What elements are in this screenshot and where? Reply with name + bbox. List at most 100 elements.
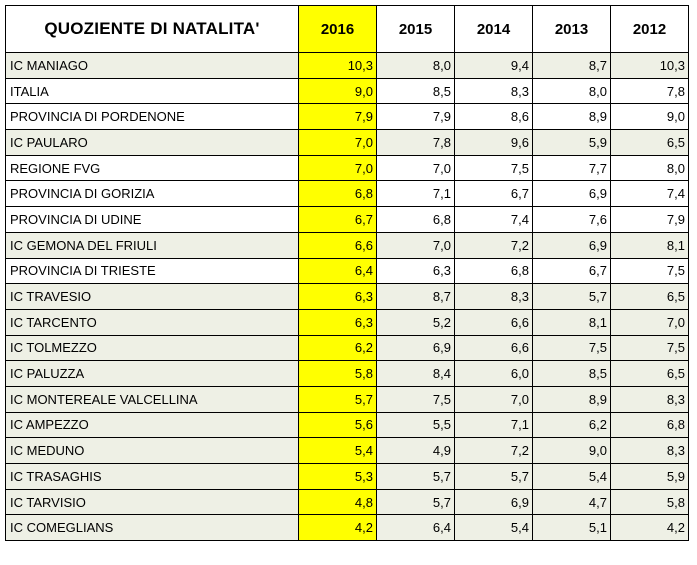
cell-2014: 5,7 bbox=[454, 463, 533, 490]
cell-2014: 7,5 bbox=[454, 154, 533, 182]
cell-2013: 8,9 bbox=[532, 385, 611, 413]
cell-2016: 6,3 bbox=[298, 283, 377, 310]
row-label: REGIONE FVG bbox=[5, 154, 299, 182]
row-label: IC MANIAGO bbox=[5, 52, 299, 79]
cell-2014: 6,8 bbox=[454, 257, 533, 285]
cell-2013: 6,9 bbox=[532, 180, 611, 208]
cell-2012: 4,2 bbox=[610, 514, 689, 542]
cell-2013: 8,0 bbox=[532, 77, 611, 105]
cell-2012: 6,5 bbox=[610, 129, 689, 156]
cell-2016: 6,7 bbox=[298, 206, 377, 233]
cell-2013: 9,0 bbox=[532, 437, 611, 464]
cell-2015: 5,7 bbox=[376, 463, 455, 490]
table-row: IC PAULARO 7,0 7,8 9,6 5,9 6,5 bbox=[5, 129, 689, 156]
cell-2012: 7,5 bbox=[610, 334, 689, 362]
cell-2012: 8,3 bbox=[610, 437, 689, 464]
cell-2015: 6,3 bbox=[376, 257, 455, 285]
header-year-2012: 2012 bbox=[610, 5, 689, 53]
cell-2012: 5,9 bbox=[610, 463, 689, 490]
cell-2016: 5,4 bbox=[298, 437, 377, 464]
cell-2016: 6,2 bbox=[298, 334, 377, 362]
row-label: IC TARVISIO bbox=[5, 488, 299, 516]
cell-2015: 8,4 bbox=[376, 360, 455, 387]
row-label: IC MONTEREALE VALCELLINA bbox=[5, 385, 299, 413]
cell-2016: 5,8 bbox=[298, 360, 377, 387]
cell-2012: 9,0 bbox=[610, 103, 689, 131]
cell-2012: 7,0 bbox=[610, 308, 689, 336]
table-row: IC MEDUNO 5,4 4,9 7,2 9,0 8,3 bbox=[5, 437, 689, 464]
row-label: PROVINCIA DI GORIZIA bbox=[5, 180, 299, 208]
cell-2014: 9,4 bbox=[454, 52, 533, 79]
row-label: IC COMEGLIANS bbox=[5, 514, 299, 542]
cell-2014: 9,6 bbox=[454, 129, 533, 156]
cell-2013: 7,7 bbox=[532, 154, 611, 182]
cell-2015: 7,1 bbox=[376, 180, 455, 208]
table-row: REGIONE FVG 7,0 7,0 7,5 7,7 8,0 bbox=[5, 154, 689, 182]
row-label: IC PALUZZA bbox=[5, 360, 299, 387]
birth-rate-table: QUOZIENTE DI NATALITA' 2016 2015 2014 20… bbox=[5, 5, 689, 542]
cell-2012: 8,3 bbox=[610, 385, 689, 413]
cell-2013: 7,5 bbox=[532, 334, 611, 362]
cell-2013: 6,2 bbox=[532, 411, 611, 439]
cell-2013: 4,7 bbox=[532, 488, 611, 516]
cell-2014: 8,3 bbox=[454, 283, 533, 310]
cell-2012: 7,4 bbox=[610, 180, 689, 208]
table-header: QUOZIENTE DI NATALITA' 2016 2015 2014 20… bbox=[5, 5, 689, 53]
table-row: IC TARCENTO 6,3 5,2 6,6 8,1 7,0 bbox=[5, 308, 689, 336]
row-label: PROVINCIA DI PORDENONE bbox=[5, 103, 299, 131]
cell-2014: 6,9 bbox=[454, 488, 533, 516]
row-label: PROVINCIA DI TRIESTE bbox=[5, 257, 299, 285]
cell-2016: 6,4 bbox=[298, 257, 377, 285]
cell-2014: 6,6 bbox=[454, 334, 533, 362]
table-row: IC TRASAGHIS 5,3 5,7 5,7 5,4 5,9 bbox=[5, 463, 689, 490]
table-row: PROVINCIA DI GORIZIA 6,8 7,1 6,7 6,9 7,4 bbox=[5, 180, 689, 208]
cell-2014: 6,7 bbox=[454, 180, 533, 208]
cell-2014: 8,3 bbox=[454, 77, 533, 105]
cell-2014: 7,2 bbox=[454, 437, 533, 464]
cell-2016: 7,9 bbox=[298, 103, 377, 131]
cell-2015: 7,5 bbox=[376, 385, 455, 413]
cell-2012: 10,3 bbox=[610, 52, 689, 79]
cell-2016: 7,0 bbox=[298, 129, 377, 156]
header-year-2013: 2013 bbox=[532, 5, 611, 53]
row-label: IC AMPEZZO bbox=[5, 411, 299, 439]
table-row: IC TRAVESIO 6,3 8,7 8,3 5,7 6,5 bbox=[5, 283, 689, 310]
cell-2012: 8,0 bbox=[610, 154, 689, 182]
cell-2012: 7,8 bbox=[610, 77, 689, 105]
table-body: IC MANIAGO 10,3 8,0 9,4 8,7 10,3 ITALIA 9,0 8,5 8… bbox=[5, 52, 689, 542]
row-label: IC TOLMEZZO bbox=[5, 334, 299, 362]
cell-2012: 6,8 bbox=[610, 411, 689, 439]
cell-2012: 6,5 bbox=[610, 360, 689, 387]
header-year-2016: 2016 bbox=[298, 5, 377, 53]
cell-2013: 6,7 bbox=[532, 257, 611, 285]
cell-2015: 5,2 bbox=[376, 308, 455, 336]
cell-2014: 7,0 bbox=[454, 385, 533, 413]
table-row: IC PALUZZA 5,8 8,4 6,0 8,5 6,5 bbox=[5, 360, 689, 387]
table-row: IC MONTEREALE VALCELLINA 5,7 7,5 7,0 8,9 8,3 bbox=[5, 385, 689, 413]
header-year-2014: 2014 bbox=[454, 5, 533, 53]
cell-2016: 6,8 bbox=[298, 180, 377, 208]
cell-2015: 8,7 bbox=[376, 283, 455, 310]
cell-2013: 8,1 bbox=[532, 308, 611, 336]
cell-2016: 4,8 bbox=[298, 488, 377, 516]
table-row: IC GEMONA DEL FRIULI 6,6 7,0 7,2 6,9 8,1 bbox=[5, 231, 689, 259]
cell-2014: 6,0 bbox=[454, 360, 533, 387]
cell-2016: 5,6 bbox=[298, 411, 377, 439]
cell-2015: 6,4 bbox=[376, 514, 455, 542]
cell-2016: 7,0 bbox=[298, 154, 377, 182]
cell-2015: 5,7 bbox=[376, 488, 455, 516]
cell-2015: 7,8 bbox=[376, 129, 455, 156]
cell-2015: 8,0 bbox=[376, 52, 455, 79]
row-label: IC PAULARO bbox=[5, 129, 299, 156]
cell-2013: 8,5 bbox=[532, 360, 611, 387]
table-row: PROVINCIA DI PORDENONE 7,9 7,9 8,6 8,9 9,0 bbox=[5, 103, 689, 131]
cell-2014: 6,6 bbox=[454, 308, 533, 336]
cell-2016: 4,2 bbox=[298, 514, 377, 542]
cell-2012: 5,8 bbox=[610, 488, 689, 516]
table-row: IC COMEGLIANS 4,2 6,4 5,4 5,1 4,2 bbox=[5, 514, 689, 542]
cell-2014: 7,1 bbox=[454, 411, 533, 439]
cell-2013: 5,9 bbox=[532, 129, 611, 156]
cell-2013: 8,9 bbox=[532, 103, 611, 131]
cell-2013: 5,1 bbox=[532, 514, 611, 542]
